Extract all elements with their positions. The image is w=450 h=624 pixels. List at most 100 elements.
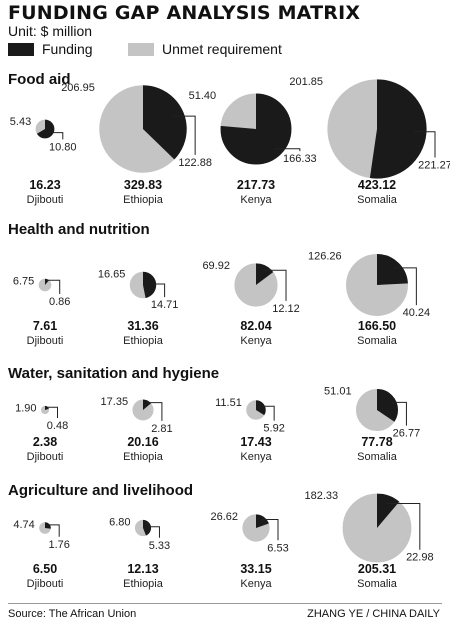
- funding-value-label: 221.27: [418, 160, 450, 172]
- unmet-value-label: 126.26: [308, 251, 342, 263]
- unmet-value-label: 201.85: [289, 76, 323, 88]
- unmet-value-label: 16.65: [98, 268, 126, 280]
- funding-value-label: 166.33: [283, 153, 317, 165]
- funding-leader-line: [393, 267, 417, 306]
- funding-leader-line: [414, 131, 436, 158]
- funding-value-label: 12.12: [272, 303, 300, 315]
- section-title: Water, sanitation and hygiene: [8, 365, 219, 382]
- country-label: Somalia: [357, 578, 398, 590]
- total-value-label: 166.50: [358, 319, 396, 333]
- funding-value-label: 10.80: [49, 141, 77, 153]
- total-value-label: 12.13: [127, 562, 158, 576]
- funding-value-label: 5.33: [149, 540, 170, 552]
- funding-leader-line: [48, 524, 60, 537]
- country-label: Kenya: [240, 451, 272, 463]
- legend-unmet: Unmet requirement: [128, 41, 282, 57]
- total-value-label: 2.38: [33, 435, 57, 449]
- pie-slice-funding: [220, 93, 292, 165]
- country-label: Djibouti: [27, 194, 64, 206]
- funding-leader-line: [274, 148, 301, 152]
- funding-leader-line: [386, 503, 421, 550]
- pie-slice-funding: [143, 271, 157, 299]
- funding-leader-line: [46, 279, 61, 294]
- funding-leader-line: [262, 405, 275, 421]
- pie-outline: [34, 118, 56, 140]
- funding-value-label: 0.86: [49, 296, 70, 308]
- pie-outline: [245, 399, 267, 421]
- country-label: Somalia: [357, 194, 398, 206]
- pie-outline: [134, 519, 152, 537]
- legend-funding-swatch: [8, 42, 34, 56]
- funding-value-label: 2.81: [151, 423, 172, 435]
- total-value-label: 17.43: [240, 435, 271, 449]
- pie-outline: [98, 84, 188, 174]
- unmet-value-label: 26.62: [210, 511, 238, 523]
- funding-value-label: 6.53: [267, 542, 288, 554]
- pie-outline: [128, 270, 158, 300]
- pie-outline: [40, 405, 50, 415]
- pie-slice-funding: [256, 262, 274, 285]
- legend-funding: Funding: [8, 41, 93, 57]
- funding-value-label: 22.98: [406, 552, 434, 564]
- country-label: Ethiopia: [123, 335, 164, 347]
- unit-label: Unit: $ million: [8, 23, 93, 39]
- credit-note: ZHANG YE / CHINA DAILY: [307, 608, 440, 620]
- section-title: Agriculture and livelihood: [8, 482, 193, 499]
- total-value-label: 31.36: [127, 319, 158, 333]
- footer-divider: [8, 603, 442, 604]
- total-value-label: 16.23: [29, 178, 60, 192]
- funding-value-label: 122.88: [178, 157, 212, 169]
- funding-leader-line: [262, 519, 279, 541]
- unmet-value-label: 6.80: [109, 517, 130, 529]
- pie-slice-funding: [377, 493, 400, 528]
- pie-slice-funding: [377, 253, 409, 285]
- unmet-value-label: 4.74: [13, 519, 34, 531]
- unmet-value-label: 51.40: [189, 90, 217, 102]
- country-label: Djibouti: [27, 578, 64, 590]
- unmet-value-label: 206.95: [61, 82, 95, 94]
- country-label: Djibouti: [27, 451, 64, 463]
- pie-slice-funding: [377, 388, 399, 422]
- pie-outline: [345, 253, 409, 317]
- unmet-value-label: 17.35: [101, 396, 129, 408]
- total-value-label: 423.12: [358, 178, 396, 192]
- country-label: Somalia: [357, 451, 398, 463]
- pie-slice-funding: [256, 514, 270, 528]
- funding-leader-line: [47, 406, 58, 418]
- country-label: Somalia: [357, 335, 398, 347]
- pie-outline: [233, 262, 279, 308]
- total-value-label: 20.16: [127, 435, 158, 449]
- pie-outline: [241, 513, 271, 543]
- total-value-label: 77.78: [361, 435, 392, 449]
- legend-unmet-label: Unmet requirement: [162, 41, 282, 57]
- total-value-label: 82.04: [240, 319, 271, 333]
- total-value-label: 7.61: [33, 319, 57, 333]
- funding-leader-line: [149, 526, 160, 538]
- funding-value-label: 1.76: [48, 539, 69, 551]
- chart-title: FUNDING GAP ANALYSIS MATRIX: [8, 2, 361, 24]
- total-value-label: 217.73: [237, 178, 275, 192]
- pie-outline: [326, 78, 428, 180]
- total-value-label: 33.15: [240, 562, 271, 576]
- pie-slice-funding: [36, 119, 55, 139]
- unmet-value-label: 5.43: [10, 116, 31, 128]
- legend-unmet-swatch: [128, 42, 154, 56]
- funding-value-label: 0.48: [47, 420, 68, 432]
- pie-outline: [131, 398, 155, 422]
- country-label: Kenya: [240, 194, 272, 206]
- country-label: Kenya: [240, 335, 272, 347]
- funding-leader-line: [146, 402, 163, 421]
- unmet-value-label: 182.33: [305, 490, 339, 502]
- pie-slice-funding: [143, 399, 152, 410]
- total-value-label: 6.50: [33, 562, 57, 576]
- unmet-value-label: 1.90: [15, 403, 36, 415]
- total-value-label: 205.31: [358, 562, 396, 576]
- country-label: Djibouti: [27, 335, 64, 347]
- funding-leader-line: [263, 269, 287, 301]
- funding-value-label: 40.24: [403, 307, 431, 319]
- country-label: Ethiopia: [123, 451, 164, 463]
- section-title: Health and nutrition: [8, 221, 150, 238]
- pie-outline: [355, 388, 399, 432]
- unmet-value-label: 51.01: [324, 386, 352, 398]
